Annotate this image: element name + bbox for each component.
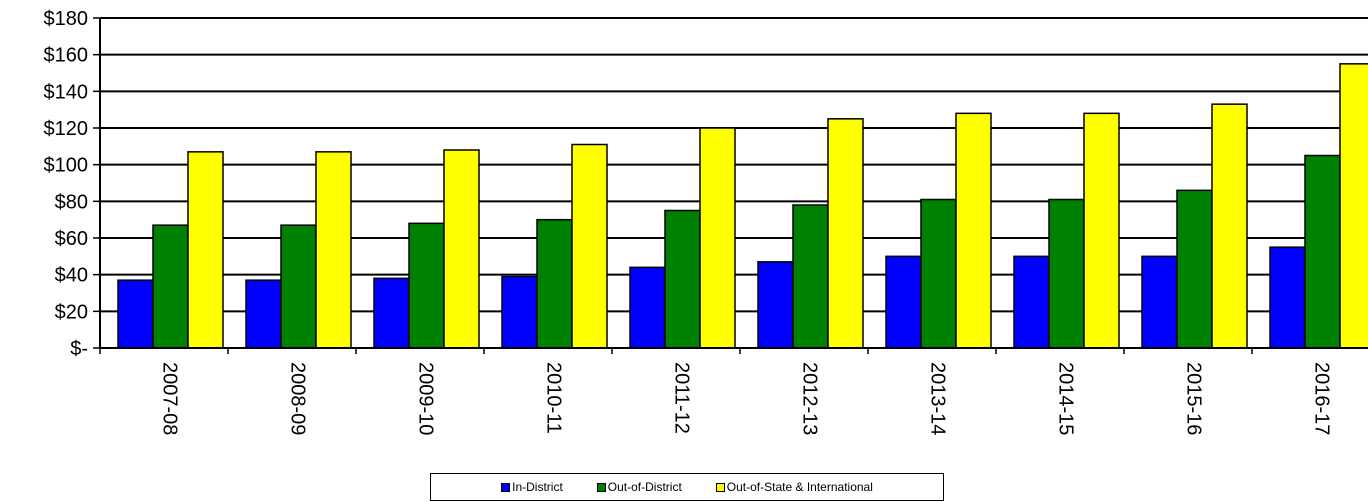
bar-out-of-district-2012-13 [792, 204, 829, 349]
bar-out-of-state-international-2011-12 [699, 127, 736, 349]
y-tick-label: $20 [55, 301, 88, 323]
y-tick-label: $80 [55, 191, 88, 213]
bar-in-district-2011-12 [629, 266, 666, 349]
bar-out-of-state-international-2007-08 [187, 151, 224, 349]
y-tick-label: $60 [55, 228, 88, 250]
bar-out-of-state-international-2008-09 [315, 151, 352, 349]
bar-out-of-district-2013-14 [920, 198, 957, 349]
x-tick-label: 2013-14 [927, 362, 949, 435]
y-tick-label: $120 [44, 118, 89, 140]
bar-in-district-2008-09 [245, 279, 282, 349]
bars [117, 63, 1368, 349]
bar-out-of-state-international-2014-15 [1083, 112, 1120, 349]
x-tick-label: 2007-08 [159, 362, 181, 435]
x-tick-label: 2011-12 [671, 362, 693, 434]
bar-in-district-2015-16 [1141, 255, 1178, 349]
bar-out-of-district-2015-16 [1176, 189, 1213, 349]
bar-in-district-2007-08 [117, 279, 154, 349]
x-tick-label: 2015-16 [1183, 362, 1205, 435]
legend-label-out-of-district: Out-of-District [607, 480, 682, 494]
x-tick-label: 2016-17 [1311, 362, 1333, 435]
legend-swatch-out-of-state [715, 482, 725, 492]
bar-in-district-2014-15 [1013, 255, 1050, 349]
y-tick-label: $160 [44, 45, 89, 67]
y-tick-label: $- [70, 338, 88, 360]
bar-out-of-state-international-2015-16 [1211, 103, 1248, 349]
bar-out-of-district-2009-10 [408, 222, 445, 349]
bar-out-of-district-2014-15 [1048, 198, 1085, 349]
y-tick-label: $100 [44, 155, 89, 177]
bar-out-of-district-2016-17 [1304, 154, 1341, 349]
bar-in-district-2009-10 [373, 277, 410, 349]
x-tick-label: 2012-13 [799, 362, 821, 435]
bar-out-of-state-international-2016-17 [1339, 63, 1368, 349]
legend: In-District Out-of-District Out-of-State… [430, 473, 944, 501]
bar-in-district-2010-11 [501, 275, 538, 349]
bar-out-of-state-international-2013-14 [955, 112, 992, 349]
y-tick-label: $140 [44, 81, 89, 103]
y-tick-label: $180 [44, 8, 89, 30]
bar-chart: $- $20 $40 $60 $80 $100 $120 $140 $160 $180 2007-… [44, 8, 1368, 435]
x-tick-label: 2010-11 [543, 362, 565, 434]
legend-item-out-of-state: Out-of-State & International [715, 480, 873, 494]
legend-item-out-of-district: Out-of-District [596, 480, 682, 494]
x-tick-label: 2008-09 [287, 362, 309, 435]
bar-out-of-district-2007-08 [152, 224, 189, 349]
bar-out-of-district-2008-09 [280, 224, 317, 349]
legend-label-out-of-state: Out-of-State & International [726, 480, 873, 494]
legend-item-in-district: In-District [501, 480, 563, 494]
x-tick-label: 2014-15 [1055, 362, 1077, 435]
bar-in-district-2013-14 [885, 255, 922, 349]
bar-in-district-2016-17 [1269, 246, 1306, 349]
bar-out-of-state-international-2010-11 [571, 143, 608, 349]
bar-out-of-district-2011-12 [664, 209, 701, 349]
x-axis: 2007-08 2008-09 2009-10 2010-11 2011-12 2012-… [99, 347, 1368, 435]
legend-swatch-out-of-district [596, 482, 606, 492]
y-axis: $- $20 $40 $60 $80 $100 $120 $140 $160 $180 [44, 8, 101, 360]
legend-label-in-district: In-District [512, 480, 563, 494]
y-tick-label: $40 [55, 265, 88, 287]
bar-out-of-state-international-2012-13 [827, 118, 864, 349]
x-tick-label: 2009-10 [415, 362, 437, 435]
legend-swatch-in-district [501, 482, 511, 492]
bar-out-of-district-2010-11 [536, 218, 573, 349]
bar-out-of-state-international-2009-10 [443, 149, 480, 349]
bar-in-district-2012-13 [757, 261, 794, 349]
